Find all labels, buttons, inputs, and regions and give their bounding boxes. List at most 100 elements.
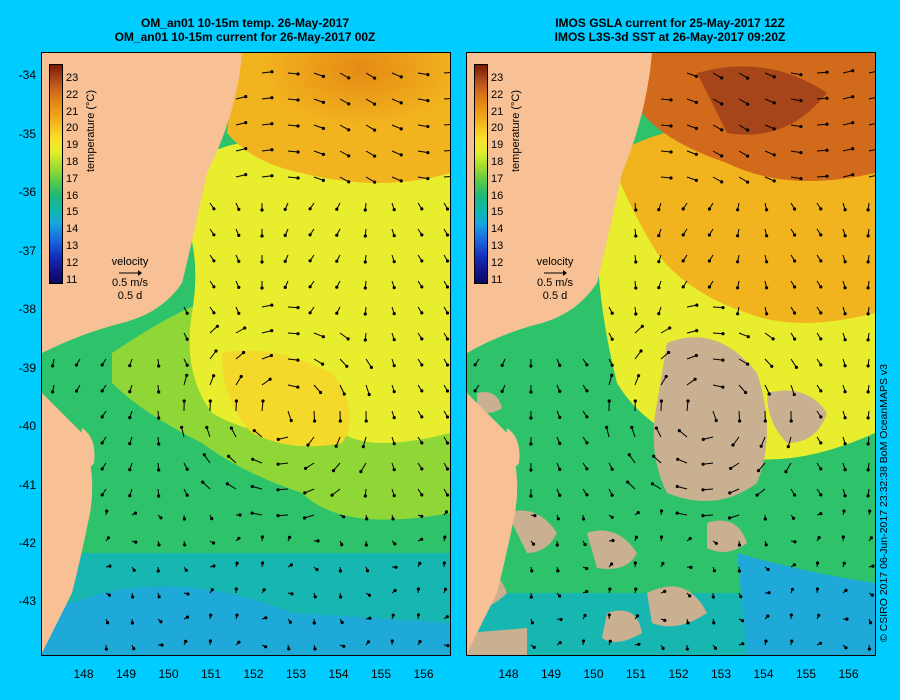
current-vector-head	[212, 311, 216, 315]
current-vector-head	[737, 569, 741, 573]
current-vector-head	[764, 543, 768, 547]
current-vector-head	[556, 569, 560, 573]
current-vector-head	[238, 513, 242, 517]
current-vector	[235, 352, 244, 360]
velocity-key: velocity 0.5 m/s 0.5 d	[100, 256, 160, 303]
current-vector-head	[107, 593, 111, 597]
current-vector-head	[663, 618, 667, 623]
current-vector-head	[764, 639, 768, 643]
colorbar-tick: 22	[491, 88, 504, 101]
current-vector-head	[202, 453, 206, 457]
current-vector-head	[871, 564, 875, 568]
current-vector-head	[105, 509, 109, 513]
current-vector-head	[688, 594, 692, 598]
current-vector-head	[842, 509, 846, 513]
current-vector	[712, 176, 722, 183]
colorbar-tick: 18	[491, 156, 504, 168]
current-vector	[790, 358, 797, 368]
current-vector-head	[392, 260, 396, 264]
current-vector	[816, 123, 828, 126]
credit-text: © CSIRO 2017 06-Jun-2017 23:32:38 BoM Oc…	[878, 364, 890, 642]
current-vector-head	[420, 233, 424, 237]
current-vector-head	[420, 311, 424, 315]
current-vector-head	[134, 540, 138, 544]
current-vector-head	[157, 390, 161, 394]
current-vector-head	[585, 566, 589, 571]
current-vector-head	[657, 260, 661, 264]
current-vector-head	[239, 374, 243, 379]
current-vector-head	[426, 151, 430, 155]
current-vector-head	[851, 147, 855, 151]
current-vector-head	[445, 441, 450, 445]
current-vector	[287, 176, 299, 179]
current-vector	[732, 436, 740, 446]
current-vector-head	[630, 425, 634, 430]
current-vector	[443, 150, 450, 152]
current-vector-head	[784, 470, 788, 474]
current-vector	[206, 427, 211, 438]
current-vector-head	[819, 415, 823, 419]
current-vector-head	[843, 468, 847, 472]
current-vector-head	[184, 568, 188, 572]
current-vector-head	[420, 467, 424, 471]
current-vector-head	[634, 260, 638, 264]
current-vector-head	[866, 390, 870, 394]
colorbar-title: temperature (°C)	[510, 89, 522, 172]
current-vector-head	[866, 208, 870, 212]
current-vector-head	[264, 616, 268, 620]
current-vector-head	[650, 482, 654, 486]
current-vector-head	[391, 517, 395, 521]
current-vector-head	[445, 467, 450, 471]
current-vector-head	[157, 468, 161, 472]
current-vector-head	[212, 285, 216, 289]
current-vector-head	[347, 128, 351, 132]
current-vector-head	[392, 208, 396, 212]
current-vector-head	[308, 285, 312, 289]
current-vector	[738, 72, 748, 79]
current-vector-head	[321, 362, 325, 366]
current-vector	[702, 514, 714, 517]
current-vector	[305, 462, 315, 469]
current-vector-head	[664, 374, 668, 379]
current-vector-head	[657, 234, 661, 238]
current-vector-head	[737, 543, 742, 547]
current-vector-head	[681, 207, 685, 211]
current-vector-head	[234, 587, 238, 591]
current-vector-head	[817, 613, 821, 618]
left-panel-title: OM_an01 10-15m temp. 26-May-2017 OM_an01…	[40, 16, 450, 44]
colorbar-tick: 16	[66, 189, 79, 202]
current-vector	[606, 427, 610, 438]
current-vector	[738, 332, 749, 338]
current-vector-head	[340, 543, 344, 547]
current-vector-head	[712, 569, 716, 573]
current-vector-head	[184, 639, 188, 644]
current-vector-head	[736, 312, 740, 316]
current-vector-head	[529, 494, 533, 498]
velocity-duration: 0.5 d	[542, 290, 568, 302]
current-vector-head	[209, 613, 213, 617]
current-vector-head	[585, 441, 589, 445]
current-vector-head	[694, 178, 698, 182]
current-vector	[261, 97, 272, 100]
current-vector-head	[321, 335, 325, 339]
current-vector-head	[694, 152, 698, 156]
current-vector	[790, 124, 801, 128]
current-vector-head	[746, 102, 750, 106]
colorbar-gradient	[49, 64, 63, 284]
current-vector-head	[393, 542, 397, 546]
current-vector	[235, 376, 242, 386]
current-vector-head	[763, 517, 767, 521]
current-vectors	[51, 70, 450, 651]
current-vector-head	[201, 480, 205, 484]
current-vector-head	[420, 259, 424, 263]
current-vector	[677, 512, 688, 516]
current-vector-head	[799, 99, 803, 103]
longitude-tick-label: 154	[328, 667, 349, 681]
current-vector-head	[234, 399, 238, 403]
current-vector-head	[237, 640, 241, 644]
current-vector-head	[229, 426, 233, 430]
current-vector	[365, 176, 375, 183]
current-vector-head	[819, 493, 823, 497]
current-vector	[365, 98, 375, 105]
current-vector-head	[627, 453, 631, 457]
